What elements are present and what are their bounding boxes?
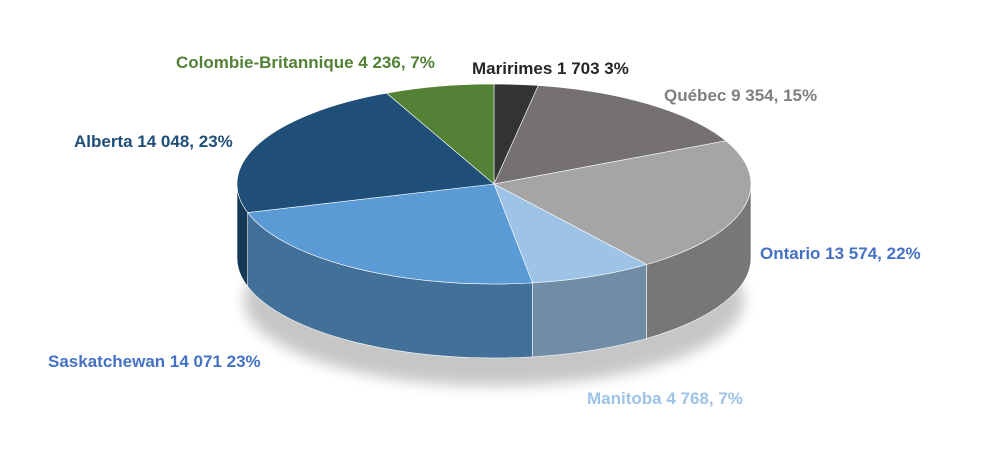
- slice-ontario: [493, 140, 752, 265]
- pie-sides: [236, 183, 752, 359]
- label-saskatchewan: Saskatchewan 14 071 23%: [48, 352, 261, 371]
- label-qu-bec: Québec 9 354, 15%: [664, 86, 817, 105]
- label-ontario: Ontario 13 574, 22%: [760, 244, 921, 263]
- slice-saskatchewan: [247, 183, 533, 285]
- label-alberta: Alberta 14 048, 23%: [74, 132, 233, 151]
- pie-tops: [236, 83, 752, 285]
- pie-labels: Maririmes 1 703 3% Québec 9 354, 15% Ontar…: [48, 53, 921, 408]
- label-manitoba: Manitoba 4 768, 7%: [587, 389, 743, 408]
- label-maririmes: Maririmes 1 703 3%: [472, 59, 629, 78]
- slice-colombie-britannique: [385, 83, 495, 185]
- label-colombie-britannique: Colombie-Britannique 4 236, 7%: [176, 53, 435, 72]
- slice-alberta: [236, 92, 495, 213]
- slice-manitoba: [493, 183, 648, 284]
- slice-qu-bec: [493, 85, 727, 185]
